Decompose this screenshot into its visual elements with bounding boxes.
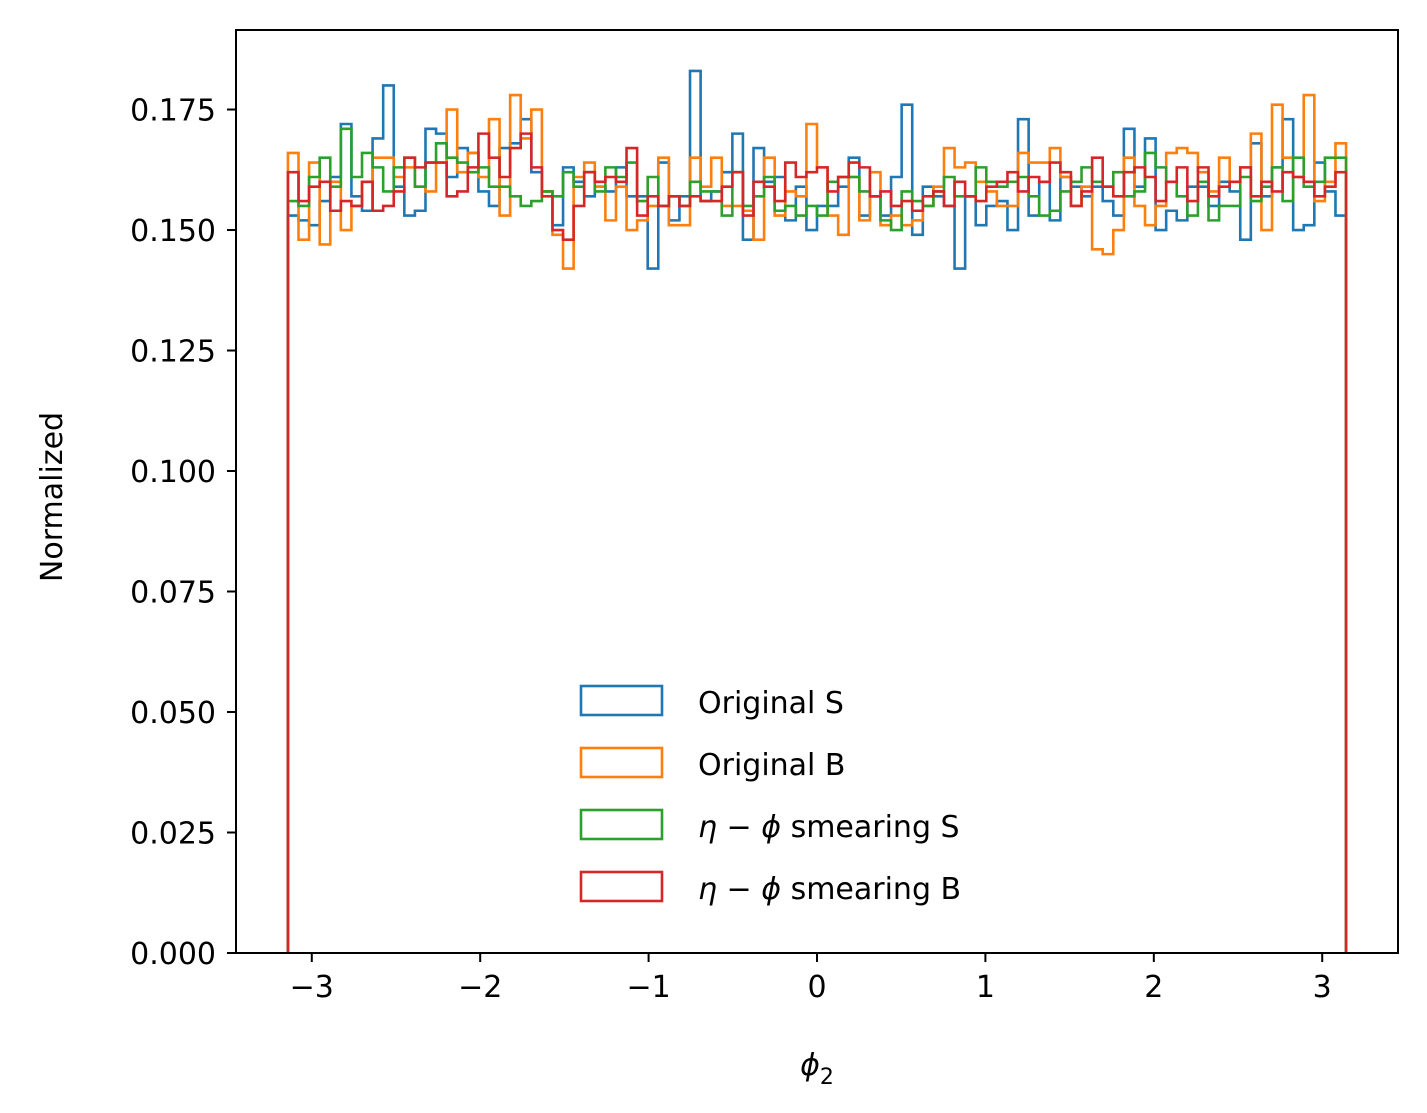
x-axis: −3 −2 −1 0 1 2 3 [290, 953, 1332, 1005]
legend-swatch [579, 870, 664, 903]
y-tick-label: 0.125 [130, 335, 216, 370]
y-tick-label: 0.100 [130, 455, 216, 490]
x-tick-label: 3 [1313, 970, 1332, 1005]
series-4-step-line [286, 132, 1348, 953]
x-axis-label: ϕ2 [800, 1048, 834, 1090]
y-tick-label: 0.175 [130, 94, 216, 129]
y-axis-label: Normalized [35, 412, 70, 582]
series-layer [286, 69, 1348, 953]
y-tick-label: 0.050 [130, 696, 216, 731]
x-tick-label: 2 [1144, 970, 1163, 1005]
y-axis: 0.000 0.025 0.050 0.075 0.100 0.125 0.150 0.175 [130, 94, 236, 972]
y-tick-label: 0.075 [130, 576, 216, 611]
legend-label: η − ϕ smearing B [698, 872, 961, 907]
legend-label: Original S [698, 686, 844, 721]
legend-label: Original B [698, 748, 846, 783]
series-3-step-line [286, 127, 1348, 953]
legend: Original S Original B η − ϕ smearing S η − … [579, 684, 961, 907]
y-tick-label: 0.025 [130, 817, 216, 852]
legend-swatch [579, 684, 664, 717]
x-tick-label: 1 [976, 970, 995, 1005]
y-tick-label: 0.150 [130, 214, 216, 249]
y-tick-label: 0.000 [130, 937, 216, 972]
legend-swatch [579, 808, 664, 841]
x-tick-label: 0 [807, 970, 826, 1005]
x-tick-label: −1 [626, 970, 670, 1005]
legend-swatch [579, 746, 664, 779]
x-tick-label: −3 [290, 970, 334, 1005]
legend-label: η − ϕ smearing S [698, 810, 960, 845]
x-tick-label: −2 [458, 970, 502, 1005]
